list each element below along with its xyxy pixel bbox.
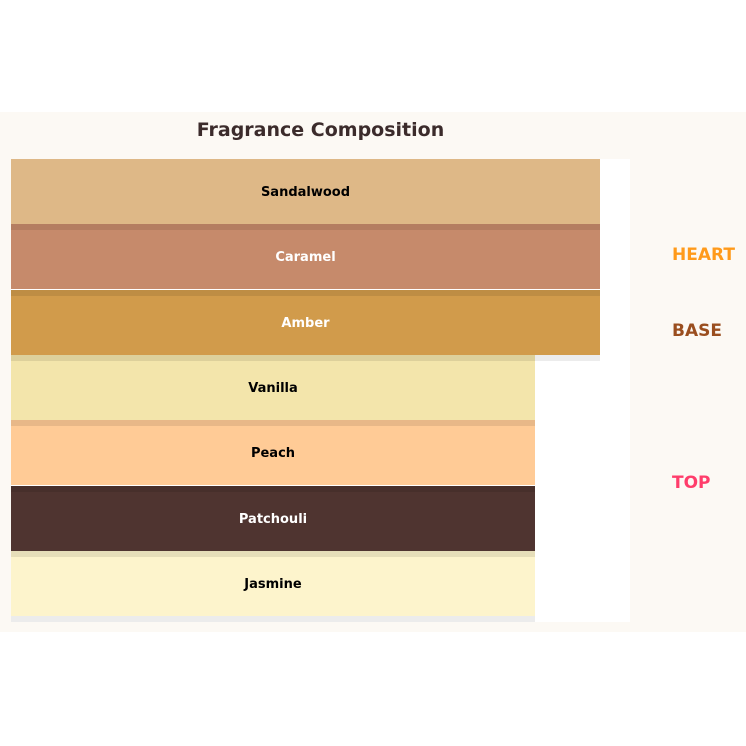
layer-separator — [11, 224, 600, 231]
tier-label-top: TOP — [672, 473, 711, 493]
layer-separator — [11, 420, 535, 427]
layer-label: Caramel — [275, 250, 336, 266]
layer-caramel: Caramel — [11, 224, 600, 290]
layer-label: Sandalwood — [260, 185, 351, 200]
layer-vanilla: Vanilla — [11, 354, 535, 420]
layer-label: Peach — [250, 446, 296, 462]
layer-separator — [11, 289, 600, 296]
tier-label-base: BASE — [672, 321, 722, 341]
layer-label: Amber — [281, 315, 330, 331]
top-group-shadow — [11, 616, 535, 622]
layer-peach: Peach — [11, 420, 535, 486]
layer-separator — [11, 354, 535, 361]
layer-label: Vanilla — [248, 380, 298, 396]
layer-label: Patchouli — [238, 511, 308, 527]
layer-patchouli: Patchouli — [11, 485, 535, 551]
layer-sandalwood: Sandalwood — [11, 159, 600, 224]
layer-separator — [11, 550, 535, 557]
base-group-shadow — [535, 355, 600, 361]
layer-label: Jasmine — [244, 576, 302, 592]
layer-amber: Amber — [11, 289, 600, 355]
chart-title: Fragrance Composition — [196, 119, 445, 141]
layer-jasmine: Jasmine — [11, 550, 535, 616]
layer-separator — [11, 485, 535, 492]
tier-label-heart: HEART — [672, 245, 735, 265]
